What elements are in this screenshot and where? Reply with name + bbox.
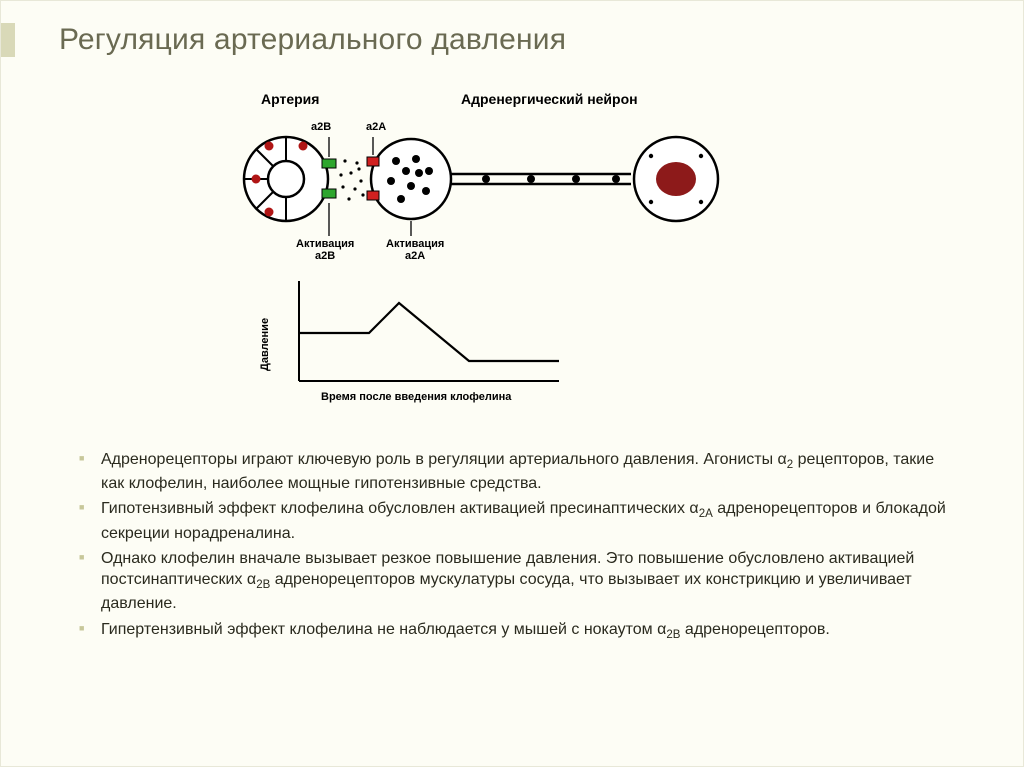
cleft-dots [339,159,364,200]
bullet-text: Однако клофелин вначале вызывает резкое … [101,550,914,612]
chart-x-axis: Время после введения клофелина [321,391,511,403]
soma-icon [634,137,718,221]
list-item: Гипертензивный эффект клофелина не наблю… [79,619,959,643]
artery-icon [244,137,336,221]
label-act-a2B: Активация а2В [296,239,354,262]
diagram: Артерия Адренергический нейрон а2В а2А [211,91,831,421]
terminal-icon [367,139,451,219]
list-item: Однако клофелин вначале вызывает резкое … [79,548,959,615]
page-title: Регуляция артериального давления [59,23,566,57]
chart-y-axis: Давление [259,318,271,371]
pressure-chart [299,281,559,381]
bullet-text: Гипотензивный эффект клофелина обусловле… [101,500,946,541]
bullet-text: Адренорецепторы играют ключевую роль в р… [101,451,934,492]
accent-bar [1,23,15,57]
bullet-list: Адренорецепторы играют ключевую роль в р… [79,449,959,647]
bullet-text: Гипертензивный эффект клофелина не наблю… [101,621,830,638]
label-act-a2A: Активация а2А [386,239,444,262]
list-item: Гипотензивный эффект клофелина обусловле… [79,498,959,543]
list-item: Адренорецепторы играют ключевую роль в р… [79,449,959,494]
